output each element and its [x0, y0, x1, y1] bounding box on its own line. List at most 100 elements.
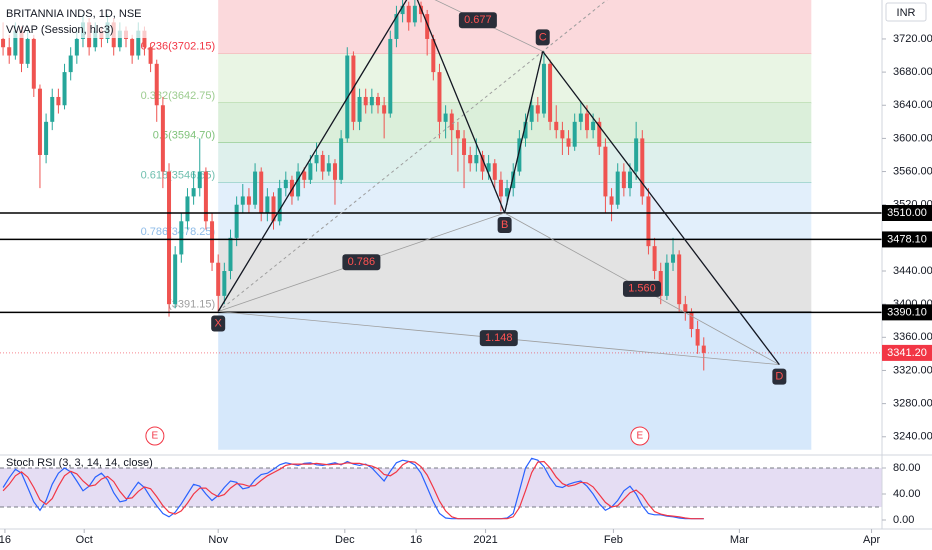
x-tick-label: Nov — [208, 534, 228, 546]
candle-body — [142, 30, 147, 48]
candle-body — [376, 96, 380, 106]
y-tick-label: 3640.00 — [893, 99, 932, 111]
ratio-label: 0.677 — [464, 14, 492, 26]
pattern-leg — [503, 51, 544, 214]
candle-body — [548, 63, 553, 122]
point-label: B — [501, 219, 508, 231]
candle-body — [394, 14, 399, 39]
candle-body — [505, 188, 510, 197]
candle-body — [425, 14, 430, 39]
x-tick-label: 16 — [410, 534, 422, 546]
candle-body — [511, 171, 516, 189]
y-tick-label: 3280.00 — [893, 398, 932, 410]
candle-body — [240, 196, 245, 205]
candle-body — [68, 55, 73, 73]
last-price-label: 3341.20 — [887, 347, 927, 359]
y-tick-label: 3320.00 — [893, 364, 932, 376]
stoch-title: Stoch RSI (3, 3, 14, 14, close) — [6, 457, 153, 469]
x-tick-label: Oct — [76, 534, 93, 546]
candle-body — [535, 105, 540, 114]
y-tick-label: 3440.00 — [893, 265, 932, 277]
candle-body — [584, 113, 589, 131]
candle-body — [259, 171, 264, 213]
candle-body — [603, 146, 608, 197]
candle-body — [50, 96, 55, 122]
candle-body — [517, 138, 522, 172]
candle-body — [406, 5, 411, 23]
candle-body — [203, 171, 208, 222]
y-tick-label: 0.00 — [893, 514, 914, 526]
candle-body — [31, 38, 36, 89]
y-tick-label: 3360.00 — [893, 331, 932, 343]
fib-label: 0.786(3478.25) — [141, 226, 216, 238]
fib-label: 0.618(3546.65) — [141, 170, 216, 182]
last-price-box — [882, 344, 932, 361]
candle-body — [191, 188, 196, 197]
candle-body — [462, 138, 467, 155]
point-box — [772, 368, 787, 385]
fib-band — [218, 0, 812, 54]
candle-body — [253, 171, 258, 205]
candle-body — [222, 271, 227, 296]
earnings-marker — [630, 426, 650, 446]
candle-body — [173, 254, 178, 305]
candle-body — [369, 96, 374, 106]
candle-body — [498, 179, 503, 197]
y-tick-label: 3720.00 — [893, 33, 932, 45]
y-tick-label: 3680.00 — [893, 66, 932, 78]
y-tick-label: 40.00 — [893, 488, 921, 500]
candle-body — [326, 163, 331, 172]
candle-body — [554, 121, 559, 131]
candle-body — [265, 196, 270, 213]
x-tick-label: 16 — [0, 534, 11, 546]
stoch-band — [0, 468, 882, 507]
candle-body — [339, 138, 344, 180]
candle-body — [677, 254, 682, 305]
candle-body — [1, 38, 6, 48]
ratio-box — [458, 12, 497, 29]
candle-body — [37, 88, 42, 155]
candle-body — [296, 171, 301, 197]
candle-body — [443, 113, 448, 122]
candle-body — [363, 96, 368, 106]
earnings-label: E — [636, 431, 643, 442]
overlay: BRITANNIA INDS, 1D, NSE VWAP (Session, h… — [2, 2, 932, 469]
stoch-pane — [0, 457, 882, 520]
candle-body — [609, 196, 614, 205]
x-tick-label: Feb — [604, 534, 623, 546]
price-label: 3478.10 — [887, 233, 927, 245]
candle-body — [283, 179, 288, 189]
legend-bg — [2, 4, 152, 38]
candle-body — [621, 171, 626, 189]
stoch-line — [2, 460, 704, 520]
candle-body — [44, 121, 49, 155]
candle-body — [179, 221, 184, 255]
candle-body — [468, 154, 473, 164]
fib-band — [218, 53, 812, 103]
candle-body — [455, 130, 460, 139]
currency[interactable]: INR — [897, 7, 916, 19]
fib-band — [218, 239, 812, 312]
candle-body — [400, 5, 405, 15]
price-label-box — [882, 231, 932, 248]
candle-body — [357, 96, 362, 122]
candle-body — [689, 312, 694, 330]
candle-body — [634, 138, 639, 172]
candle-body — [332, 163, 337, 180]
stoch-line — [2, 457, 704, 520]
ratio-box — [622, 280, 661, 297]
point-box — [211, 315, 226, 332]
candle-body — [277, 188, 282, 222]
trend-extension — [217, 0, 608, 312]
candle-body — [664, 262, 669, 296]
candle-body — [695, 329, 700, 346]
fib-label: 0.382(3642.75) — [141, 90, 216, 102]
candle-body — [671, 254, 676, 263]
candle-body — [486, 163, 491, 172]
currency-box[interactable] — [885, 2, 927, 22]
candle-body — [640, 138, 645, 197]
candle-body — [615, 171, 620, 205]
ratio-label: 1.148 — [485, 332, 513, 344]
